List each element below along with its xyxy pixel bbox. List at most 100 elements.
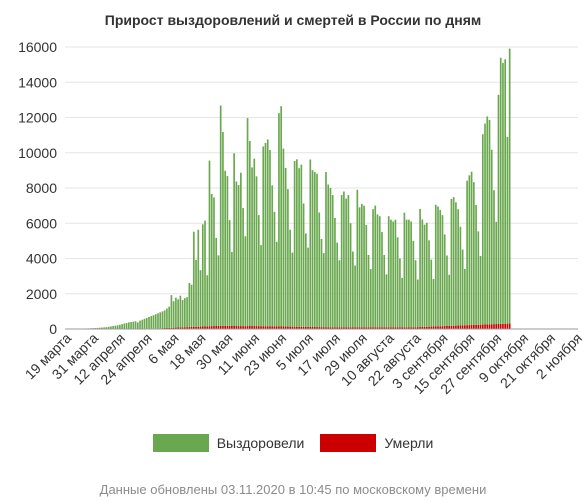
bar-deaths[interactable] bbox=[244, 326, 247, 329]
bar-recovered[interactable] bbox=[412, 240, 415, 328]
bar-deaths[interactable] bbox=[179, 327, 182, 329]
bar-recovered[interactable] bbox=[119, 324, 121, 329]
bar-deaths[interactable] bbox=[466, 325, 468, 329]
bar-deaths[interactable] bbox=[432, 326, 435, 329]
bar-recovered[interactable] bbox=[499, 57, 502, 324]
bar-deaths[interactable] bbox=[390, 327, 392, 329]
bar-deaths[interactable] bbox=[354, 327, 356, 329]
bar-recovered[interactable] bbox=[121, 324, 123, 329]
bar-deaths[interactable] bbox=[208, 326, 211, 329]
bar-deaths[interactable] bbox=[235, 326, 238, 329]
bar-recovered[interactable] bbox=[215, 237, 218, 327]
bar-recovered[interactable] bbox=[184, 298, 186, 328]
bar-deaths[interactable] bbox=[403, 327, 406, 329]
bar-recovered[interactable] bbox=[166, 308, 168, 328]
bar-recovered[interactable] bbox=[448, 274, 451, 326]
bar-deaths[interactable] bbox=[336, 327, 339, 329]
bar-recovered[interactable] bbox=[190, 284, 193, 327]
bar-deaths[interactable] bbox=[387, 327, 390, 329]
bar-deaths[interactable] bbox=[331, 327, 334, 329]
bar-recovered[interactable] bbox=[408, 219, 410, 328]
bar-recovered[interactable] bbox=[488, 119, 491, 325]
bar-recovered[interactable] bbox=[329, 188, 332, 328]
bar-recovered[interactable] bbox=[116, 325, 119, 329]
bar-recovered[interactable] bbox=[224, 170, 227, 326]
legend-item-recovered[interactable]: Выздоровели bbox=[152, 434, 304, 452]
bar-recovered[interactable] bbox=[219, 105, 222, 326]
bar-deaths[interactable] bbox=[231, 325, 233, 329]
bar-recovered[interactable] bbox=[175, 297, 177, 328]
bar-deaths[interactable] bbox=[273, 326, 276, 329]
bar-recovered[interactable] bbox=[336, 242, 339, 328]
bar-recovered[interactable] bbox=[103, 327, 106, 329]
bar-recovered[interactable] bbox=[110, 326, 112, 329]
bar-recovered[interactable] bbox=[266, 139, 269, 327]
bar-deaths[interactable] bbox=[378, 327, 381, 329]
bar-deaths[interactable] bbox=[484, 324, 486, 329]
bar-recovered[interactable] bbox=[154, 314, 157, 329]
bar-recovered[interactable] bbox=[251, 167, 253, 327]
bar-recovered[interactable] bbox=[302, 203, 305, 327]
bar-deaths[interactable] bbox=[304, 326, 307, 329]
bar-recovered[interactable] bbox=[264, 142, 267, 327]
bar-deaths[interactable] bbox=[455, 325, 457, 329]
bar-recovered[interactable] bbox=[195, 259, 197, 327]
bar-recovered[interactable] bbox=[403, 212, 406, 328]
bar-recovered[interactable] bbox=[309, 159, 312, 327]
bar-recovered[interactable] bbox=[172, 301, 175, 328]
bar-deaths[interactable] bbox=[282, 326, 285, 329]
bar-deaths[interactable] bbox=[428, 326, 430, 329]
bar-recovered[interactable] bbox=[313, 171, 316, 328]
bar-recovered[interactable] bbox=[114, 325, 117, 329]
bar-recovered[interactable] bbox=[271, 185, 274, 327]
bar-deaths[interactable] bbox=[394, 327, 397, 329]
bar-recovered[interactable] bbox=[466, 180, 468, 326]
bar-recovered[interactable] bbox=[181, 300, 184, 328]
bar-deaths[interactable] bbox=[345, 327, 347, 329]
bar-recovered[interactable] bbox=[493, 190, 495, 325]
bar-deaths[interactable] bbox=[356, 327, 359, 329]
bar-deaths[interactable] bbox=[381, 327, 383, 329]
bar-recovered[interactable] bbox=[369, 269, 372, 328]
bar-recovered[interactable] bbox=[423, 224, 426, 327]
bar-recovered[interactable] bbox=[479, 255, 482, 325]
bar-deaths[interactable] bbox=[296, 326, 298, 329]
bar-deaths[interactable] bbox=[199, 326, 202, 329]
bar-recovered[interactable] bbox=[481, 134, 484, 325]
bar-recovered[interactable] bbox=[262, 146, 265, 327]
bar-deaths[interactable] bbox=[255, 326, 258, 329]
bar-deaths[interactable] bbox=[269, 326, 271, 329]
bar-recovered[interactable] bbox=[390, 219, 392, 328]
bar-deaths[interactable] bbox=[192, 326, 195, 329]
bar-recovered[interactable] bbox=[365, 225, 368, 328]
bar-deaths[interactable] bbox=[363, 327, 365, 329]
bar-recovered[interactable] bbox=[159, 312, 162, 329]
bar-recovered[interactable] bbox=[405, 219, 408, 328]
bar-recovered[interactable] bbox=[387, 216, 390, 328]
bar-deaths[interactable] bbox=[338, 327, 341, 329]
bar-recovered[interactable] bbox=[300, 164, 303, 327]
bar-deaths[interactable] bbox=[327, 327, 330, 329]
bar-recovered[interactable] bbox=[419, 208, 421, 328]
bar-deaths[interactable] bbox=[226, 325, 229, 329]
bar-recovered[interactable] bbox=[416, 279, 419, 328]
bar-deaths[interactable] bbox=[248, 326, 251, 329]
bar-recovered[interactable] bbox=[273, 211, 276, 327]
bar-recovered[interactable] bbox=[421, 219, 424, 327]
bar-deaths[interactable] bbox=[300, 326, 303, 329]
bar-recovered[interactable] bbox=[443, 234, 446, 327]
bar-deaths[interactable] bbox=[475, 324, 477, 329]
bar-recovered[interactable] bbox=[508, 48, 511, 324]
bar-deaths[interactable] bbox=[186, 327, 188, 329]
bar-recovered[interactable] bbox=[101, 327, 103, 329]
bar-deaths[interactable] bbox=[499, 323, 502, 329]
bar-deaths[interactable] bbox=[369, 327, 372, 329]
bar-deaths[interactable] bbox=[414, 327, 417, 329]
bar-deaths[interactable] bbox=[289, 326, 291, 329]
bar-recovered[interactable] bbox=[367, 254, 370, 328]
bar-recovered[interactable] bbox=[446, 255, 448, 327]
bar-deaths[interactable] bbox=[222, 325, 224, 329]
bar-deaths[interactable] bbox=[195, 326, 197, 329]
bar-recovered[interactable] bbox=[392, 221, 395, 328]
bar-recovered[interactable] bbox=[318, 212, 321, 328]
